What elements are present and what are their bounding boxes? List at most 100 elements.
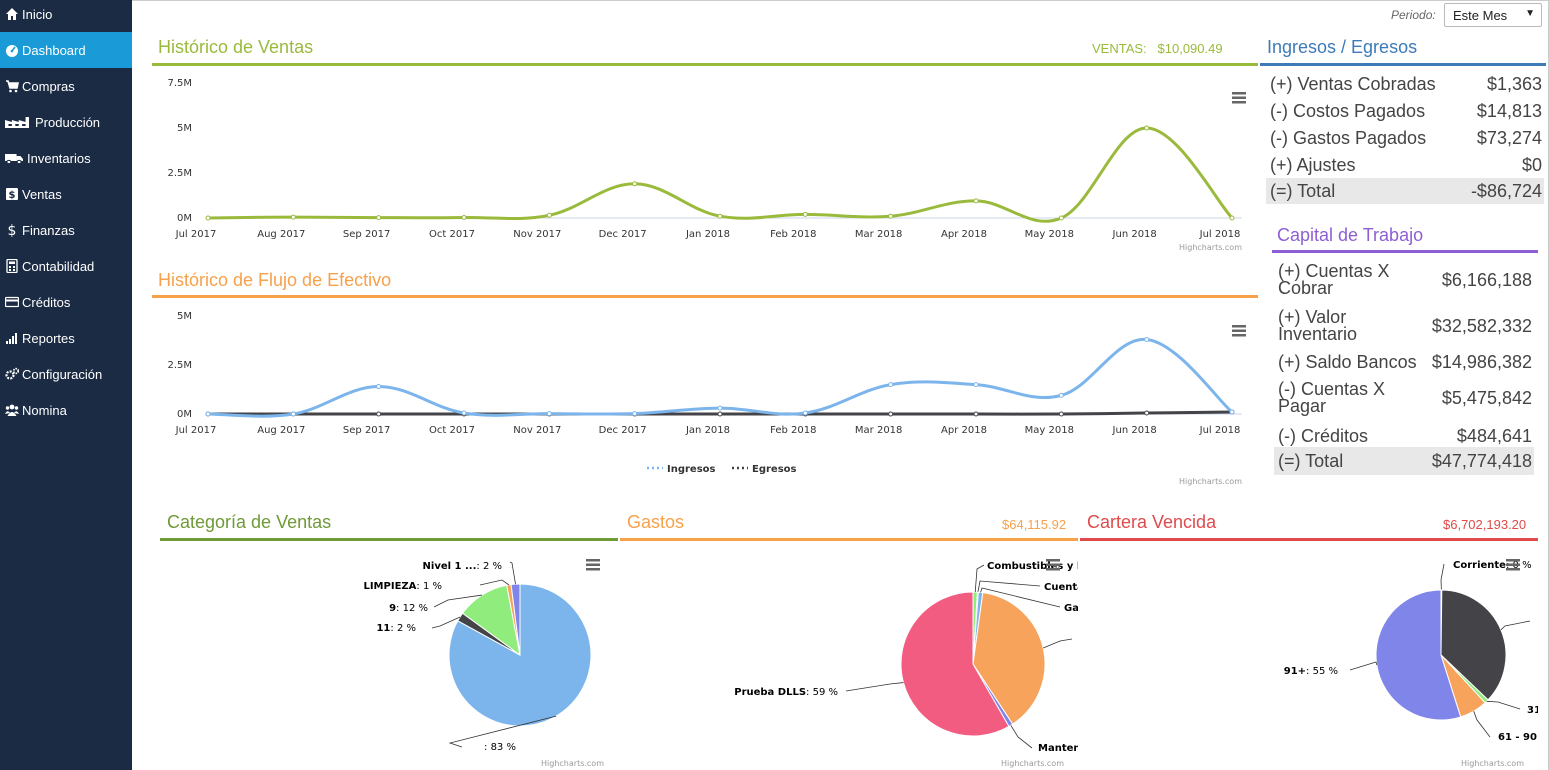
data-point[interactable] xyxy=(1058,411,1064,417)
data-point[interactable] xyxy=(632,411,638,417)
data-point[interactable] xyxy=(1144,410,1150,416)
data-point[interactable] xyxy=(1229,215,1235,221)
sidebar-item-label: Inicio xyxy=(22,6,53,22)
period-select[interactable]: Este Mes ▼ xyxy=(1444,3,1542,27)
data-point[interactable] xyxy=(717,405,723,411)
ingresos-egresos-row: (+) Ventas Cobradas $1,363 xyxy=(1266,71,1544,97)
data-point[interactable] xyxy=(376,384,382,390)
data-point[interactable] xyxy=(205,411,211,417)
pie-slice[interactable] xyxy=(1440,589,1507,701)
data-point[interactable] xyxy=(546,212,552,218)
chart-menu-icon[interactable] xyxy=(1506,559,1520,571)
row-value: $1,363 xyxy=(1486,73,1542,94)
data-point[interactable] xyxy=(290,214,296,220)
data-point[interactable] xyxy=(888,411,894,417)
data-point[interactable] xyxy=(1144,125,1150,131)
data-point[interactable] xyxy=(632,181,638,187)
highcharts-credit[interactable]: Highcharts.com xyxy=(541,759,604,768)
x-tick-label: Jul 2017 xyxy=(175,425,217,436)
highcharts-credit[interactable]: Highcharts.com xyxy=(1461,759,1524,768)
row-label: (=) Total xyxy=(1278,450,1344,471)
sidebar-item-label: Configuración xyxy=(22,366,103,382)
data-point[interactable] xyxy=(802,211,808,217)
sidebar-item-finanzas[interactable]: $ Finanzas xyxy=(0,212,132,248)
flujo-divider xyxy=(152,295,1258,298)
pie-label-name: Corriente xyxy=(1453,560,1506,571)
sidebar-item-creditos[interactable]: Créditos xyxy=(0,284,132,320)
series-line-ingresos[interactable] xyxy=(207,338,1233,418)
truck-icon xyxy=(5,154,23,165)
sidebar-item-produccion[interactable]: Producción xyxy=(0,104,132,140)
pie-data-label: Gastos generales: 1 % xyxy=(1064,603,1078,614)
x-tick-label: Jul 2018 xyxy=(1199,425,1241,436)
sidebar-item-compras[interactable]: Compras xyxy=(0,68,132,104)
pie-label-value: 12 % xyxy=(403,603,428,614)
ingresos-egresos-divider xyxy=(1260,63,1546,66)
chart-menu-icon[interactable] xyxy=(586,559,600,571)
data-point[interactable] xyxy=(973,198,979,204)
pie-label-name: Cuenta Por API xyxy=(1044,582,1078,593)
legend-item-ingresos[interactable]: Ingresos xyxy=(647,464,716,475)
row-label: (-) Costos Pagados xyxy=(1270,100,1426,121)
row-label: (=) Total xyxy=(1270,180,1336,201)
chart-menu-icon[interactable] xyxy=(1232,325,1246,337)
sidebar-item-ventas[interactable]: $ Ventas xyxy=(0,176,132,212)
sidebar-item-dashboard[interactable]: Dashboard xyxy=(0,32,132,68)
data-point[interactable] xyxy=(1229,409,1235,415)
series-line-0[interactable] xyxy=(207,126,1234,223)
connector-line xyxy=(479,579,510,586)
data-point[interactable] xyxy=(973,382,979,388)
sidebar-item-contabilidad[interactable]: Contabilidad xyxy=(0,248,132,284)
data-point[interactable] xyxy=(376,411,382,417)
data-point[interactable] xyxy=(546,411,552,417)
sidebar-item-configuracion[interactable]: Configuración xyxy=(0,356,132,392)
data-point[interactable] xyxy=(205,215,211,221)
x-tick-label: Jan 2018 xyxy=(685,425,730,436)
x-tick-label: Nov 2017 xyxy=(513,229,561,240)
data-point[interactable] xyxy=(717,213,723,219)
sidebar-item-inventarios[interactable]: Inventarios xyxy=(0,140,132,176)
pie-data-label: Combustibles y lubricantes: 1 % xyxy=(987,561,1078,572)
pie-label-name: 61 - 90 xyxy=(1498,732,1537,743)
chart-menu-icon[interactable] xyxy=(1232,92,1246,104)
factory-icon xyxy=(5,117,29,128)
pie-label-sep: : xyxy=(476,561,483,572)
connector-line xyxy=(1440,563,1445,591)
data-point[interactable] xyxy=(376,215,382,221)
row-label: (+) Saldo Bancos xyxy=(1278,351,1417,372)
sidebar-item-reportes[interactable]: Reportes xyxy=(0,320,132,356)
data-point[interactable] xyxy=(461,410,467,416)
data-point[interactable] xyxy=(888,213,894,219)
sidebar-item-nomina[interactable]: Nomina xyxy=(0,392,132,428)
data-point[interactable] xyxy=(1058,215,1064,221)
period-label: Periodo: xyxy=(1391,8,1436,22)
data-point[interactable] xyxy=(1144,337,1150,343)
pie-label-value: 55 % xyxy=(1313,666,1338,677)
data-point[interactable] xyxy=(461,214,467,220)
highcharts-credit[interactable]: Highcharts.com xyxy=(1001,759,1064,768)
categoria-pie: : 83 %11: 2 %9: 12 %LIMPIEZA: 1 %Nivel 1… xyxy=(363,559,604,768)
data-point[interactable] xyxy=(717,411,723,417)
y-tick-label: 0M xyxy=(177,409,192,420)
data-point[interactable] xyxy=(888,382,894,388)
pie-data-label: LIMPIEZA: 1 % xyxy=(363,581,442,592)
sidebar-item-label: Nomina xyxy=(22,402,67,418)
pie-label-sep: : xyxy=(1537,732,1538,743)
data-point[interactable] xyxy=(290,411,296,417)
pie-label-sep: : xyxy=(484,742,491,753)
highcharts-credit[interactable]: Highcharts.com xyxy=(1179,477,1242,486)
legend-item-egresos[interactable]: Egresos xyxy=(732,464,797,475)
gastos-divider xyxy=(620,538,1078,541)
pie-slice[interactable] xyxy=(510,583,521,656)
connector-line xyxy=(1486,700,1521,710)
pie-slice[interactable] xyxy=(1375,589,1462,721)
pie-label-sep: : xyxy=(396,603,403,614)
data-point[interactable] xyxy=(1058,392,1064,398)
gastos-value: $64,115.92 xyxy=(1002,517,1067,532)
data-point[interactable] xyxy=(802,410,808,416)
data-point[interactable] xyxy=(973,411,979,417)
sidebar-item-inicio[interactable]: Inicio xyxy=(0,0,132,32)
pie-label-name: Prueba DLLS xyxy=(734,687,806,698)
chart-menu-icon[interactable] xyxy=(1046,559,1060,571)
highcharts-credit[interactable]: Highcharts.com xyxy=(1179,243,1242,252)
